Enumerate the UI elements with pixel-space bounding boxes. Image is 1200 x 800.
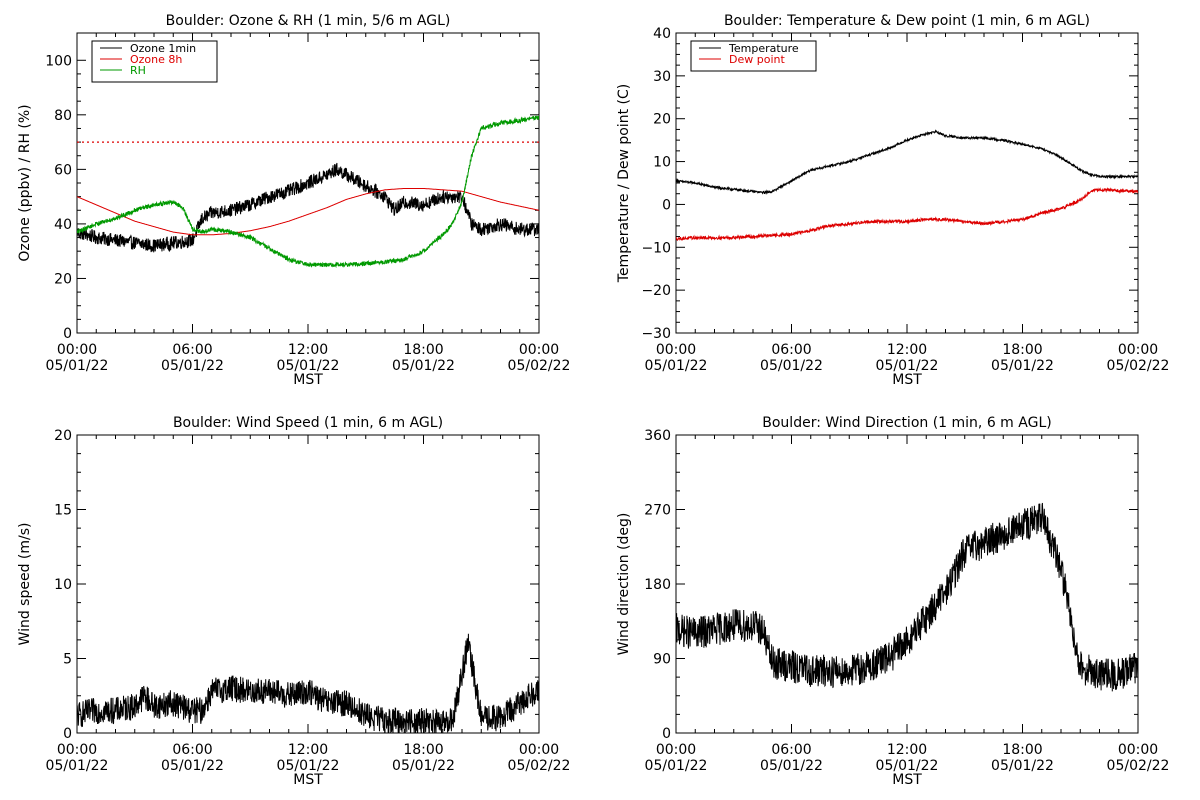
y-axis-label: Wind direction (deg) (616, 513, 632, 656)
x-tick-time-label: 00:00 (656, 342, 696, 358)
x-axis-label: MST (892, 772, 922, 788)
y-tick-label: 360 (644, 428, 671, 444)
y-tick-label: 20 (54, 428, 72, 444)
x-axis-label: MST (892, 372, 922, 388)
x-tick-date-label: 05/01/22 (161, 358, 224, 374)
x-tick-time-label: 00:00 (57, 742, 97, 758)
x-tick-time-label: 12:00 (887, 342, 927, 358)
y-tick-label: 40 (54, 217, 72, 233)
y-tick-label: 60 (54, 162, 72, 178)
x-tick-time-label: 00:00 (519, 742, 559, 758)
y-tick-label: 40 (653, 26, 671, 42)
chart-wind-speed: Boulder: Wind Speed (1 min, 6 m AGL) 0 5 10… (17, 415, 570, 788)
legend-box (690, 40, 817, 72)
x-tick-time-label: 06:00 (172, 342, 212, 358)
x-tick-date-label: 05/01/22 (760, 358, 823, 374)
x-tick-date-label: 05/01/22 (645, 358, 708, 374)
series-line-dew-point (676, 187, 1138, 242)
x-tick-time-label: 18:00 (403, 342, 443, 358)
x-tick-date-label: 05/01/22 (277, 758, 340, 774)
x-tick-time-label: 06:00 (771, 742, 811, 758)
y-tick-label: 100 (45, 53, 72, 69)
chart-title: Boulder: Temperature & Dew point (1 min,… (724, 13, 1090, 29)
x-tick-date-label: 05/01/22 (991, 358, 1054, 374)
y-axis-label: Wind speed (m/s) (17, 523, 33, 646)
x-tick-date-label: 05/01/22 (991, 758, 1054, 774)
y-tick-label: 20 (54, 271, 72, 287)
y-axis-label: Temperature / Dew point (C) (616, 84, 632, 283)
chart-temp-dew: Boulder: Temperature & Dew point (1 min,… (616, 13, 1169, 388)
y-tick-label: 20 (653, 112, 671, 128)
legend-entry: Temperature (728, 42, 799, 55)
chart-title: Boulder: Wind Direction (1 min, 6 m AGL) (762, 415, 1051, 431)
x-tick-date-label: 05/01/22 (277, 358, 340, 374)
y-tick-label: −30 (641, 326, 671, 342)
y-tick-label: 15 (54, 503, 72, 519)
x-tick-time-label: 18:00 (1002, 342, 1042, 358)
x-tick-time-label: 00:00 (57, 342, 97, 358)
y-tick-label: 10 (54, 577, 72, 593)
x-tick-date-label: 05/01/22 (46, 358, 109, 374)
x-tick-time-label: 12:00 (288, 742, 328, 758)
x-tick-date-label: 05/01/22 (46, 758, 109, 774)
x-tick-date-label: 05/01/22 (760, 758, 823, 774)
series-line-data (77, 633, 539, 733)
y-tick-label: −20 (641, 283, 671, 299)
x-tick-time-label: 06:00 (771, 342, 811, 358)
x-tick-time-label: 12:00 (288, 342, 328, 358)
x-tick-date-label: 05/02/22 (508, 358, 571, 374)
chart-title: Boulder: Ozone & RH (1 min, 5/6 m AGL) (166, 13, 451, 29)
x-tick-time-label: 18:00 (1002, 742, 1042, 758)
y-tick-label: 0 (63, 326, 72, 342)
x-tick-date-label: 05/01/22 (161, 758, 224, 774)
x-tick-time-label: 00:00 (1118, 342, 1158, 358)
y-axis-label: Ozone (ppbv) / RH (%) (17, 104, 33, 261)
x-tick-time-label: 00:00 (1118, 742, 1158, 758)
x-axis-label: MST (293, 772, 323, 788)
series-line-rh (77, 115, 539, 269)
x-tick-time-label: 00:00 (656, 742, 696, 758)
x-tick-date-label: 05/01/22 (392, 758, 455, 774)
y-tick-label: 90 (653, 652, 671, 668)
x-tick-date-label: 05/02/22 (1107, 758, 1170, 774)
chart-title: Boulder: Wind Speed (1 min, 6 m AGL) (173, 415, 443, 431)
y-tick-label: 5 (63, 652, 72, 668)
y-tick-label: 30 (653, 69, 671, 85)
x-tick-time-label: 18:00 (403, 742, 443, 758)
x-tick-date-label: 05/02/22 (1107, 358, 1170, 374)
legend-entry: Dew point (729, 53, 785, 66)
series-line-data (676, 502, 1138, 692)
y-tick-label: 270 (644, 503, 671, 519)
chart-ozone-rh: Boulder: Ozone & RH (1 min, 5/6 m AGL) 0 2… (17, 13, 570, 388)
plot-frame (675, 32, 1139, 334)
x-tick-date-label: 05/01/22 (876, 758, 939, 774)
y-tick-label: 0 (662, 197, 671, 213)
legend-entry: Ozone 1min (130, 42, 196, 55)
y-tick-label: 180 (644, 577, 671, 593)
series-line-temperature (676, 129, 1138, 195)
x-tick-date-label: 05/01/22 (392, 358, 455, 374)
x-tick-date-label: 05/02/22 (508, 758, 571, 774)
x-tick-time-label: 06:00 (172, 742, 212, 758)
chart-wind-direction: Boulder: Wind Direction (1 min, 6 m AGL)… (616, 415, 1169, 788)
legend-entry: Ozone 8h (130, 53, 182, 66)
plot-frame (675, 434, 1139, 734)
x-tick-date-label: 05/01/22 (876, 358, 939, 374)
y-tick-label: −10 (641, 240, 671, 256)
series-line-ozone-8h (77, 188, 539, 236)
y-tick-label: 0 (63, 726, 72, 742)
y-tick-label: 0 (662, 726, 671, 742)
x-axis-label: MST (293, 372, 323, 388)
x-tick-time-label: 12:00 (887, 742, 927, 758)
y-tick-label: 80 (54, 108, 72, 124)
y-tick-label: 10 (653, 155, 671, 171)
x-tick-time-label: 00:00 (519, 342, 559, 358)
legend-entry: RH (130, 64, 146, 77)
x-tick-date-label: 05/01/22 (645, 758, 708, 774)
